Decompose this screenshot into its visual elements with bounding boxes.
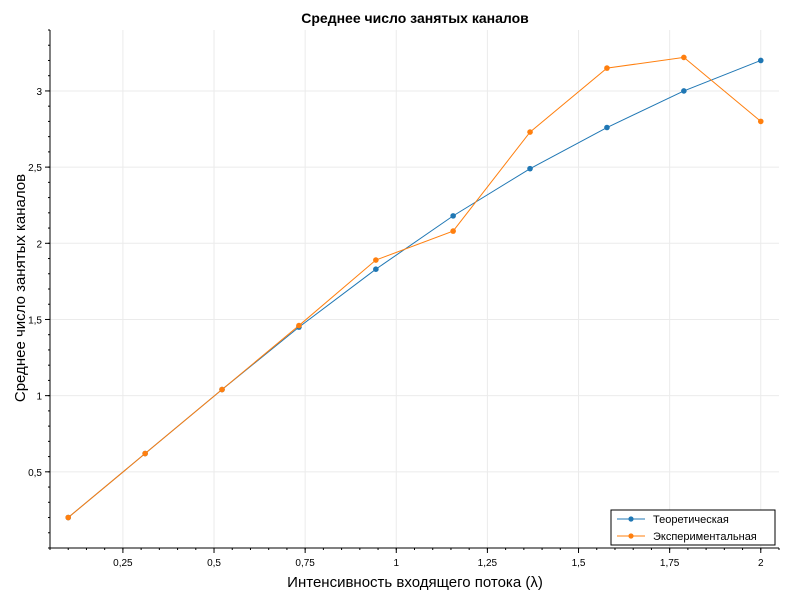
data-point xyxy=(373,257,379,263)
x-axis-title: Интенсивность входящего потока (λ) xyxy=(287,574,543,591)
data-point xyxy=(604,65,610,71)
data-point xyxy=(757,118,764,125)
data-point xyxy=(527,129,533,135)
data-point xyxy=(604,124,610,131)
x-tick-label: 0,5 xyxy=(207,558,221,569)
x-tick-label: 2 xyxy=(758,558,764,569)
legend-box xyxy=(610,509,776,546)
y-tick-label: 1,5 xyxy=(28,315,42,326)
x-tick-label: 1 xyxy=(393,558,399,569)
data-point xyxy=(681,54,687,61)
y-axis-title: Среднее число занятых каналов xyxy=(12,174,29,402)
data-point xyxy=(65,514,72,521)
y-tick-label: 2,5 xyxy=(28,163,42,174)
data-point xyxy=(142,450,148,457)
data-point xyxy=(373,266,379,272)
data-point xyxy=(450,228,456,234)
x-tick-label: 1,25 xyxy=(478,558,498,569)
data-point xyxy=(219,386,225,393)
series-experimental xyxy=(65,54,764,521)
legend-label-theoretical: Теоретическая xyxy=(653,514,729,526)
series-line xyxy=(67,56,762,518)
grid xyxy=(50,30,779,548)
data-point xyxy=(527,165,533,172)
y-tick-label: 1 xyxy=(36,392,42,403)
chart-title: Среднее число занятых каналов xyxy=(301,10,529,26)
x-tick-label: 1,5 xyxy=(572,558,586,569)
legend-swatch-marker-experimental xyxy=(628,533,634,539)
data-point xyxy=(450,213,456,219)
y-tick-label: 2 xyxy=(36,239,42,250)
y-tick-label: 0,5 xyxy=(28,468,42,479)
legend: Теоретическая Экспериментальная xyxy=(610,509,776,546)
x-tick-label: 0,75 xyxy=(295,558,315,569)
axes: 0,25 0,5 0,75 1 1,25 1,5 1,75 2 0,5 1 1,5 2 2,5 3 xyxy=(28,29,780,569)
x-tick-label: 0,25 xyxy=(113,558,133,569)
data-point xyxy=(757,57,764,64)
y-tick-label: 3 xyxy=(36,87,42,98)
series-layer xyxy=(65,54,764,521)
legend-label-experimental: Экспериментальная xyxy=(653,531,757,543)
data-point xyxy=(296,322,302,329)
x-tick-label: 1,75 xyxy=(660,558,680,569)
data-point xyxy=(681,88,687,94)
legend-swatch-marker-theoretical xyxy=(628,516,634,522)
